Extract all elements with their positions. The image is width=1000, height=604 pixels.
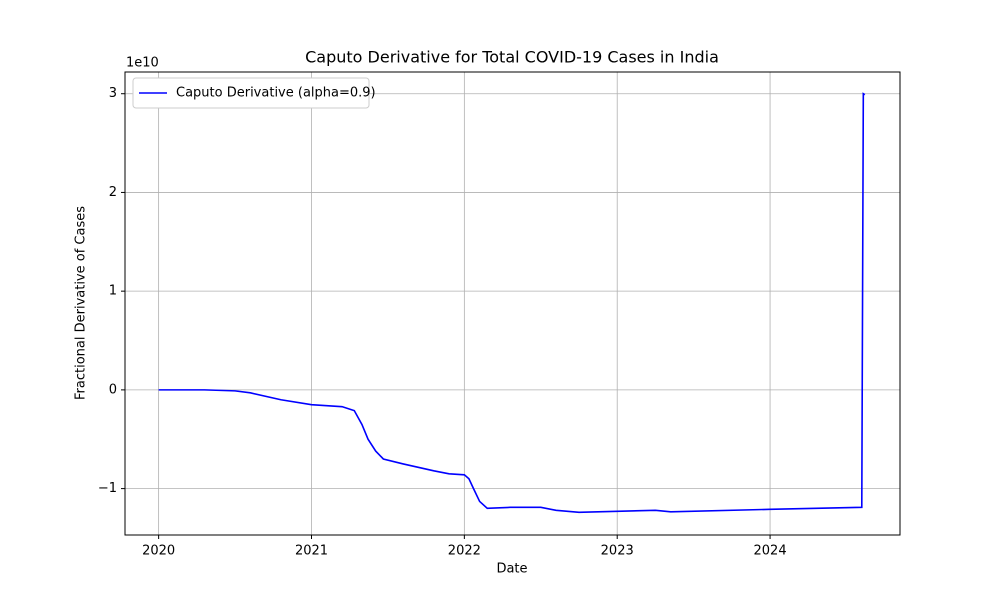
y-tick-label: 1 — [109, 284, 117, 299]
x-tick-label: 2020 — [142, 544, 175, 559]
data-line — [158, 92, 866, 514]
y-offset-label: 1e10 — [126, 56, 159, 71]
x-tick-label: 2024 — [754, 544, 787, 559]
legend-label: Caputo Derivative (alpha=0.9) — [176, 86, 376, 101]
x-axis-label: Date — [496, 562, 527, 577]
y-tick-label: 2 — [109, 185, 117, 200]
legend: Caputo Derivative (alpha=0.9) — [132, 77, 376, 109]
x-tick-label: 2021 — [295, 544, 328, 559]
x-tick-label: 2022 — [448, 544, 481, 559]
y-tick-label: −1 — [98, 481, 117, 496]
y-tick-label: 0 — [109, 382, 117, 397]
plot-frame — [124, 71, 901, 536]
x-tick-label: 2023 — [601, 544, 634, 559]
y-axis-label: Fractional Derivative of Cases — [74, 206, 89, 400]
y-tick-label: 3 — [109, 86, 117, 101]
chart-title: Caputo Derivative for Total COVID-19 Cas… — [305, 48, 719, 67]
legend-box — [132, 77, 370, 109]
